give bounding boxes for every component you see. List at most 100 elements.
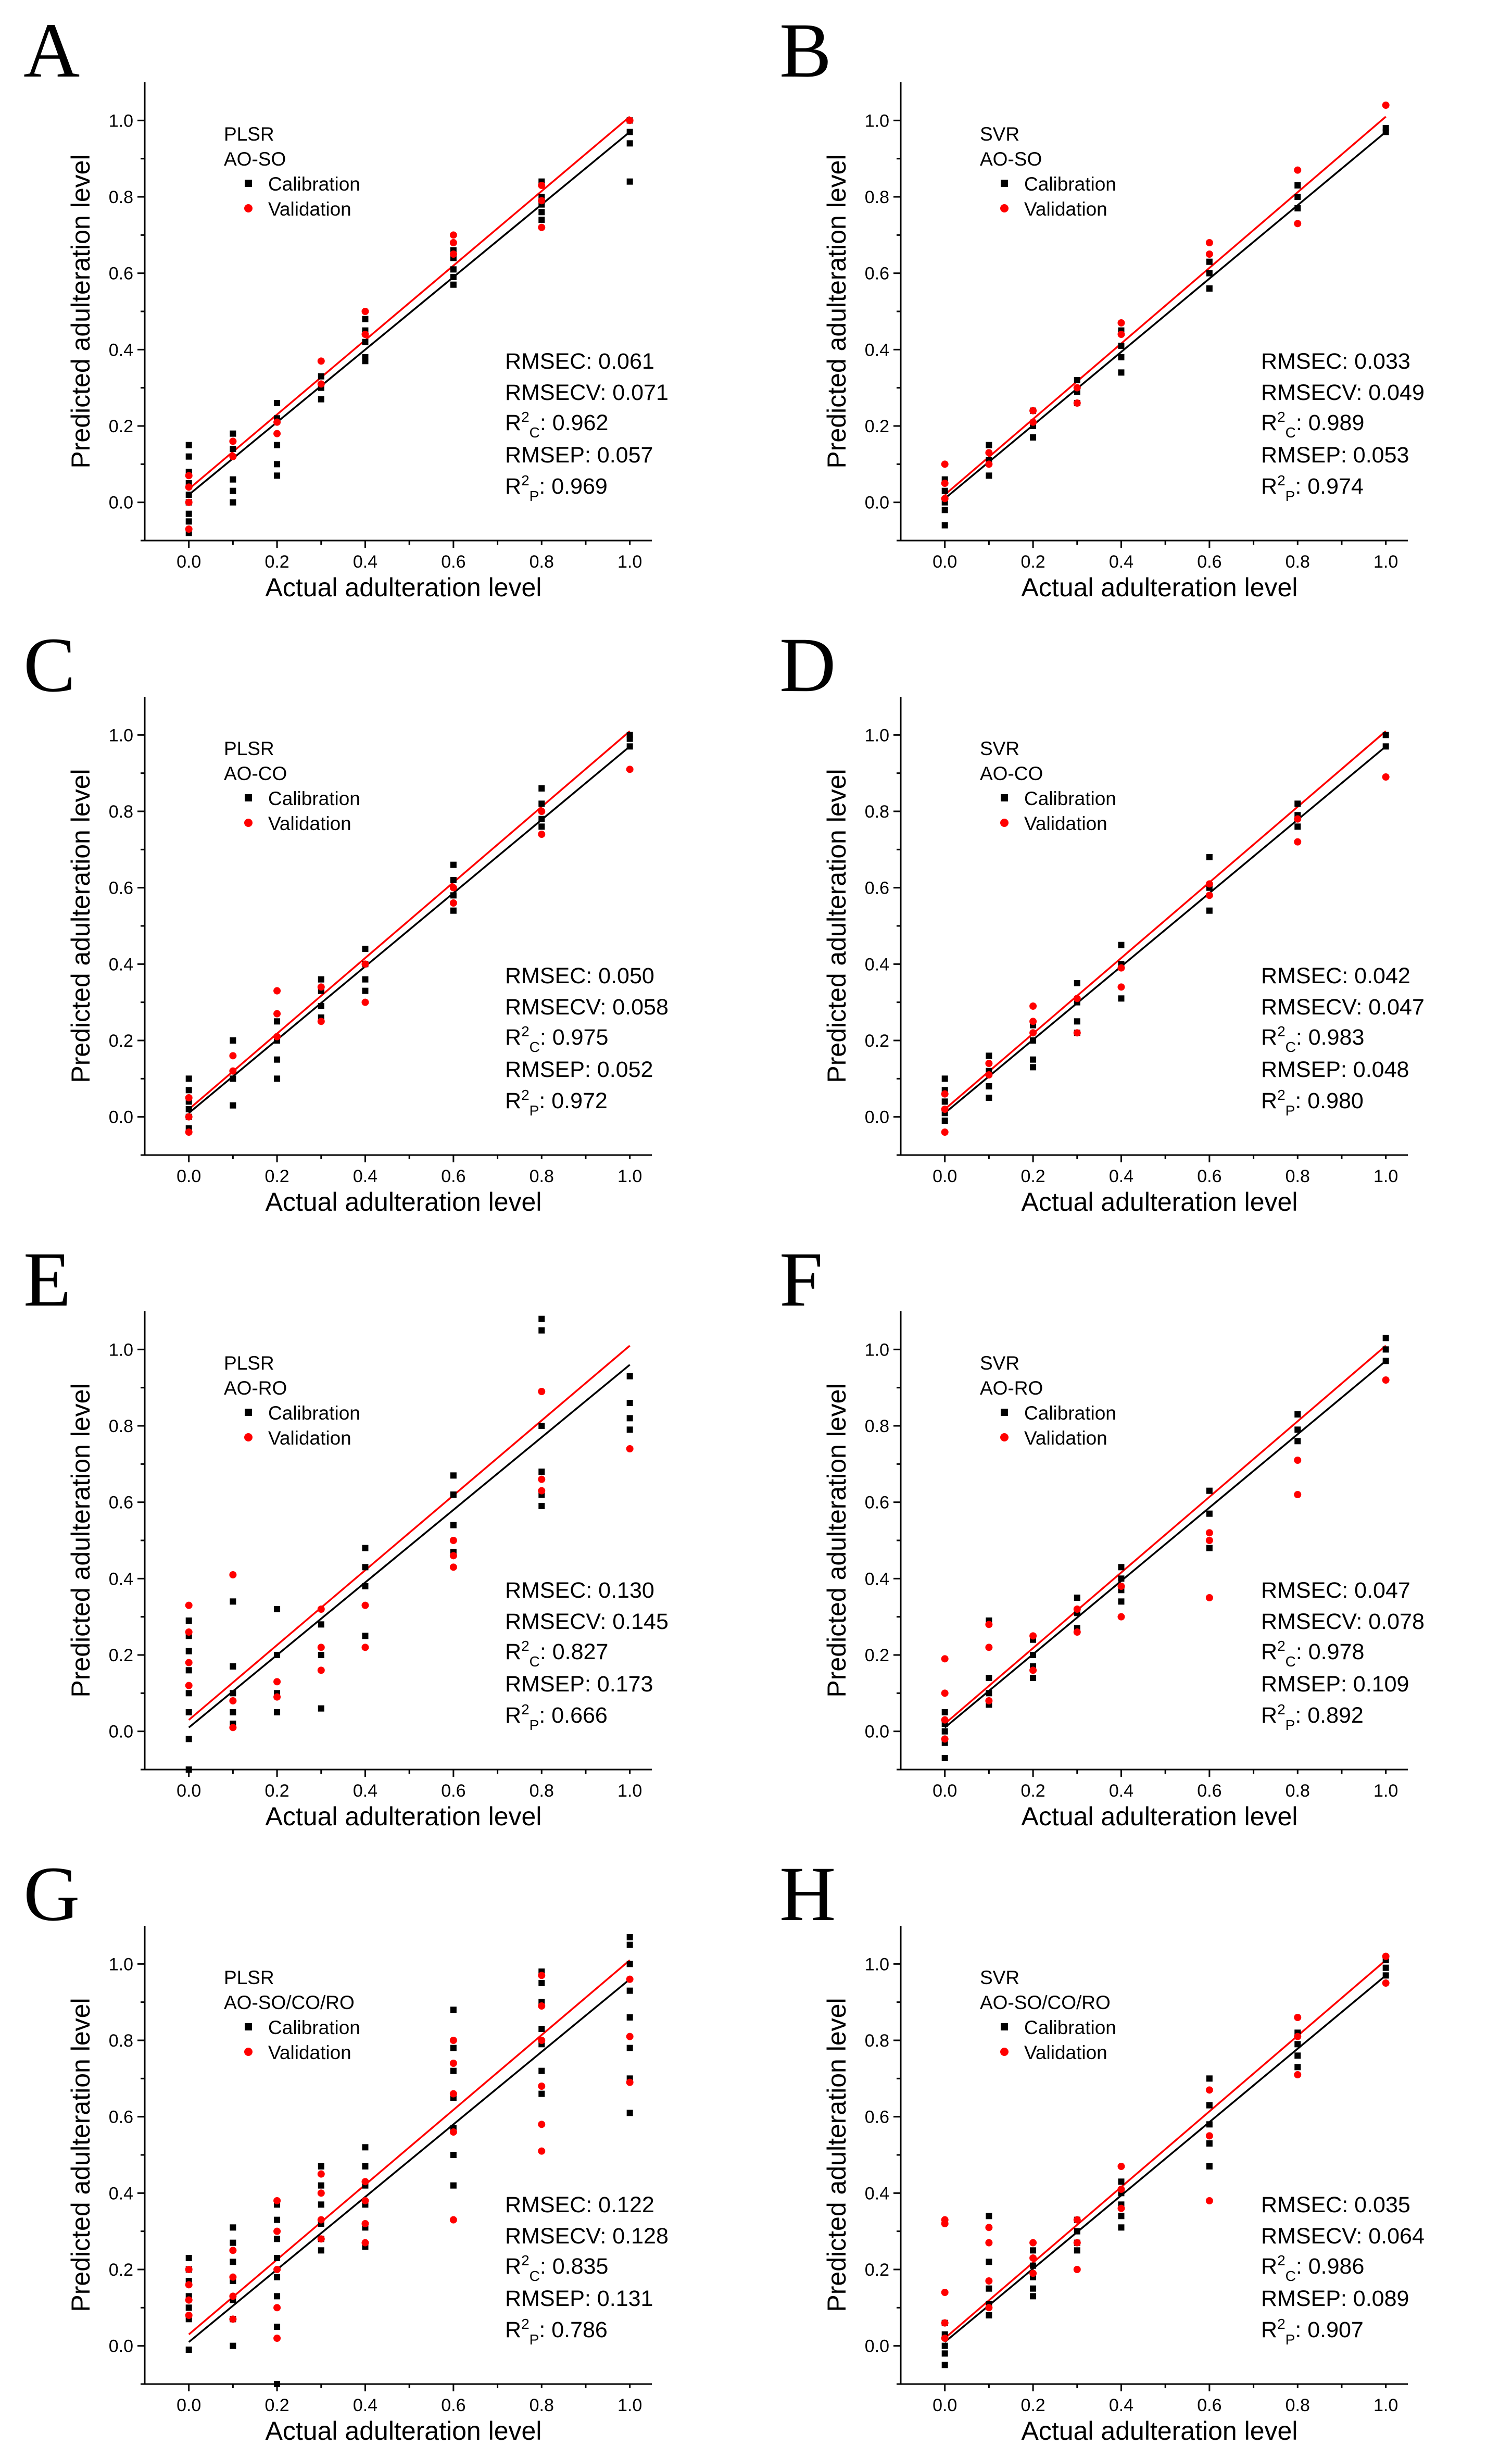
y-axis-title: Predicted adulteration level <box>66 1998 95 2312</box>
calibration-point <box>1118 2213 1125 2219</box>
legend-pair: AO-CO <box>224 763 287 784</box>
validation-point <box>1205 880 1213 888</box>
calibration-point <box>626 1400 633 1406</box>
calibration-point <box>318 1705 324 1712</box>
legend-model: PLSR <box>224 738 274 759</box>
validation-point <box>185 1128 193 1136</box>
validation-point <box>449 899 457 907</box>
calibration-point <box>274 2236 281 2242</box>
calibration-point <box>274 1709 281 1715</box>
x-tick-label: 1.0 <box>1374 552 1398 572</box>
stat-line: R2P: 0.974 <box>1261 472 1364 504</box>
validation-point <box>1294 2014 1302 2021</box>
validation-point <box>1073 1628 1081 1636</box>
panel-g: G 0.0 0.2 0.4 0.6 0.8 1.0 0.0 0.2 0.4 0.6 0.8 1.0 Ac… <box>0 1844 756 2458</box>
legend-validation-marker <box>244 819 253 827</box>
panel-letter: E <box>23 1236 71 1323</box>
panel-f: F 0.0 0.2 0.4 0.6 0.8 1.0 0.0 0.2 0.4 0.6 0.8 1.0 Ac… <box>756 1229 1512 1844</box>
x-tick-label: 0.8 <box>1286 2396 1310 2415</box>
stat-line: R2C: 0.989 <box>1261 409 1364 441</box>
validation-point <box>361 2239 369 2247</box>
calibration-point <box>362 1564 369 1571</box>
stat-line: RMSEC: 0.122 <box>505 2192 654 2217</box>
plot-area: 0.0 0.2 0.4 0.6 0.8 1.0 0.0 0.2 0.4 0.6 0.8 1.0 Actu… <box>66 697 669 1217</box>
legend-pair: AO-SO/CO/RO <box>980 1992 1111 2013</box>
validation-point <box>1205 892 1213 899</box>
legend-validation-label: Validation <box>1024 2042 1107 2063</box>
validation-point <box>185 525 193 533</box>
calibration-point <box>538 1423 545 1429</box>
calibration-point <box>626 735 633 742</box>
calibration-point <box>450 1522 457 1528</box>
calibration-point <box>450 281 457 288</box>
calibration-point <box>362 1583 369 1589</box>
calibration-point <box>362 2163 369 2169</box>
calibration-point <box>986 2312 992 2318</box>
validation-point <box>1382 1376 1390 1384</box>
calibration-point <box>1206 2163 1213 2169</box>
calibration-point <box>1074 980 1080 986</box>
calibration-point <box>1294 2041 1301 2048</box>
legend-pair: AO-RO <box>224 1377 287 1399</box>
x-tick-label: 0.0 <box>177 1781 201 1801</box>
calibration-point <box>626 2014 633 2021</box>
calibration-point <box>1294 800 1301 807</box>
calibration-point <box>986 1052 992 1059</box>
validation-point <box>941 2220 949 2227</box>
x-tick-label: 1.0 <box>1374 1167 1398 1186</box>
calibration-point <box>538 1980 545 1986</box>
validation-point <box>229 2247 237 2254</box>
x-tick-label: 0.8 <box>1286 1781 1310 1801</box>
x-tick-label: 0.6 <box>1197 2396 1221 2415</box>
stat-line: RMSEP: 0.131 <box>505 2286 653 2311</box>
x-tick-label: 0.2 <box>264 1167 289 1186</box>
x-axis-title: Actual adulteration level <box>1022 1187 1298 1217</box>
validation-point <box>229 1571 237 1578</box>
validation-point <box>273 2197 281 2204</box>
calibration-point <box>362 1545 369 1551</box>
y-tick-label: 0.0 <box>865 2337 889 2356</box>
calibration-point <box>1074 2228 1080 2235</box>
validation-point <box>1205 1537 1213 1544</box>
x-tick-label: 0.8 <box>1286 1167 1310 1186</box>
calibration-point <box>1294 1411 1301 1418</box>
panel-letter: A <box>23 7 80 94</box>
validation-point <box>1029 1029 1037 1037</box>
legend-calibration-label: Calibration <box>268 173 360 195</box>
validation-point <box>361 2178 369 2186</box>
calibration-point <box>274 2274 281 2280</box>
stat-line: R2P: 0.972 <box>505 1087 608 1119</box>
validation-point <box>985 1644 993 1651</box>
x-tick-label: 0.4 <box>1109 2396 1133 2415</box>
stat-line: R2P: 0.666 <box>505 1701 608 1733</box>
stat-line: R2C: 0.827 <box>505 1638 608 1670</box>
legend-validation-label: Validation <box>1024 198 1107 220</box>
legend-calibration-label: Calibration <box>268 1402 360 1424</box>
x-tick-label: 1.0 <box>1374 1781 1398 1801</box>
validation-point <box>985 2277 993 2285</box>
calibration-point <box>274 461 281 468</box>
calibration-point <box>185 1075 192 1082</box>
calibration-point <box>941 1118 948 1124</box>
calibration-point <box>941 1728 948 1735</box>
validation-point <box>185 1094 193 1101</box>
validation-point <box>538 1972 546 1979</box>
x-tick-label: 0.6 <box>1197 552 1221 572</box>
calibration-point <box>1206 258 1213 265</box>
calibration-point <box>538 2090 545 2097</box>
legend-model: PLSR <box>224 1352 274 1374</box>
validation-point <box>449 1552 457 1560</box>
panel-b: B 0.0 0.2 0.4 0.6 0.8 1.0 0.0 0.2 0.4 0.6 0.8 1.0 Ac… <box>756 0 1512 614</box>
x-tick-label: 0.8 <box>530 1167 554 1186</box>
calibration-point <box>185 1106 192 1112</box>
y-tick-label: 0.0 <box>109 1108 133 1127</box>
calibration-point <box>185 2304 192 2311</box>
x-tick-label: 0.2 <box>1020 1167 1045 1186</box>
validation-point <box>273 1033 281 1040</box>
stat-line: RMSEC: 0.061 <box>505 349 654 374</box>
calibration-point <box>1294 194 1301 200</box>
x-tick-label: 0.4 <box>1109 1781 1133 1801</box>
validation-fit-line <box>944 116 1387 496</box>
y-tick-label: 0.0 <box>865 1722 889 1742</box>
legend-validation-label: Validation <box>268 2042 351 2063</box>
